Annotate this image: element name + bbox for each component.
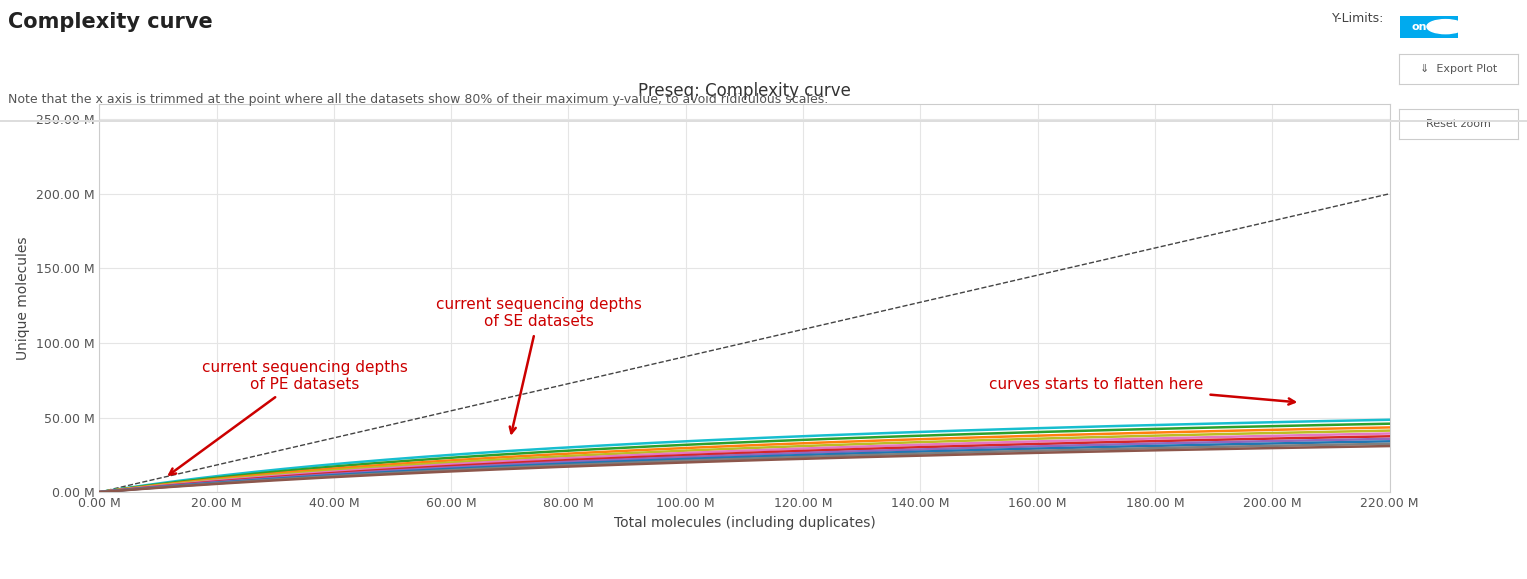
Text: curves starts to flatten here: curves starts to flatten here xyxy=(989,378,1295,405)
Text: current sequencing depths
of SE datasets: current sequencing depths of SE datasets xyxy=(437,297,641,433)
Text: Complexity curve: Complexity curve xyxy=(8,12,212,32)
Title: Preseq: Complexity curve: Preseq: Complexity curve xyxy=(638,82,851,100)
Y-axis label: Unique molecules: Unique molecules xyxy=(17,236,31,360)
Text: Reset zoom: Reset zoom xyxy=(1426,119,1490,129)
Text: Y-Limits:: Y-Limits: xyxy=(1332,12,1383,24)
Text: Note that the x axis is trimmed at the point where all the datasets show 80% of : Note that the x axis is trimmed at the p… xyxy=(8,93,828,105)
Text: on: on xyxy=(1411,21,1426,32)
X-axis label: Total molecules (including duplicates): Total molecules (including duplicates) xyxy=(614,515,875,530)
Text: ⇓  Export Plot: ⇓ Export Plot xyxy=(1420,64,1496,74)
Circle shape xyxy=(1426,20,1464,34)
Text: current sequencing depths
of PE datasets: current sequencing depths of PE datasets xyxy=(169,360,408,475)
